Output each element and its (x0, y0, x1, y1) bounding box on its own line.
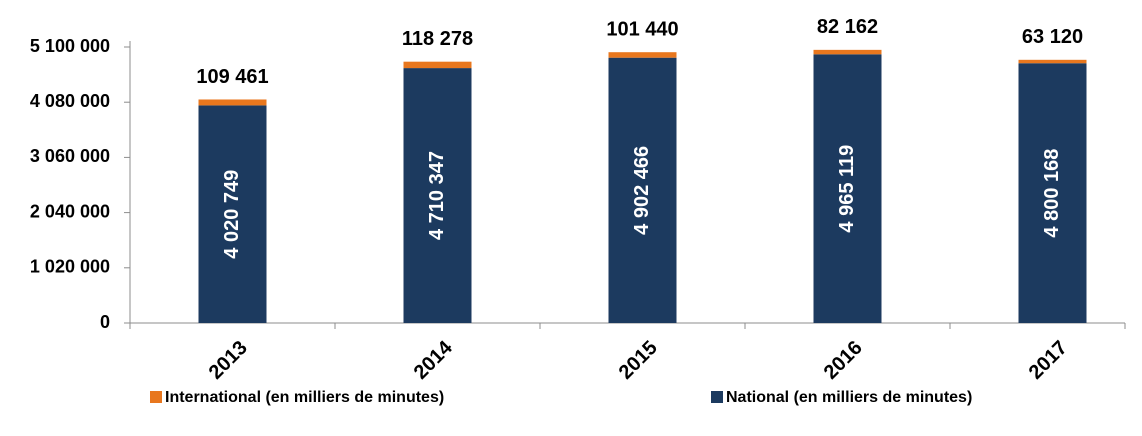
bar-segment (403, 61, 472, 69)
x-tick-label: 2013 (205, 337, 252, 384)
bar-segment (608, 57, 677, 324)
data-label: 109 461 (196, 66, 268, 88)
data-label: 4 902 466 (631, 146, 653, 235)
data-label: 82 162 (817, 16, 878, 38)
x-tick-label: 2016 (820, 337, 867, 384)
x-tick-label: 2017 (1025, 337, 1072, 384)
y-tick-label: 4 080 000 (30, 91, 110, 111)
bar-segment (403, 68, 472, 324)
y-tick-label: 3 060 000 (30, 146, 110, 166)
legend-swatch (150, 391, 162, 403)
legend-label: National (en milliers de minutes) (726, 389, 972, 406)
data-label: 4 800 168 (1041, 149, 1063, 238)
data-label: 4 710 347 (426, 151, 448, 240)
bar-segment (198, 99, 267, 106)
y-tick-label: 1 020 000 (30, 257, 110, 277)
bar-segment (1018, 63, 1087, 324)
data-label: 4 965 119 (836, 145, 858, 233)
y-tick-label: 2 040 000 (30, 201, 110, 221)
x-tick-label: 2015 (615, 337, 662, 384)
data-label: 101 440 (606, 18, 678, 40)
data-label: 63 120 (1022, 26, 1083, 48)
bar-segment (1018, 59, 1087, 64)
y-tick-label: 0 (100, 312, 110, 332)
bar-segment (198, 105, 267, 323)
data-label: 118 278 (402, 28, 473, 50)
x-tick-label: 2014 (410, 336, 458, 384)
bar-segment (813, 49, 882, 55)
legend-label: International (en milliers de minutes) (165, 389, 444, 406)
bar-segment (608, 52, 677, 58)
y-tick-label: 5 100 000 (30, 36, 110, 56)
legend-swatch (711, 391, 723, 403)
data-label: 4 020 749 (221, 170, 243, 259)
bar-segment (813, 54, 882, 324)
